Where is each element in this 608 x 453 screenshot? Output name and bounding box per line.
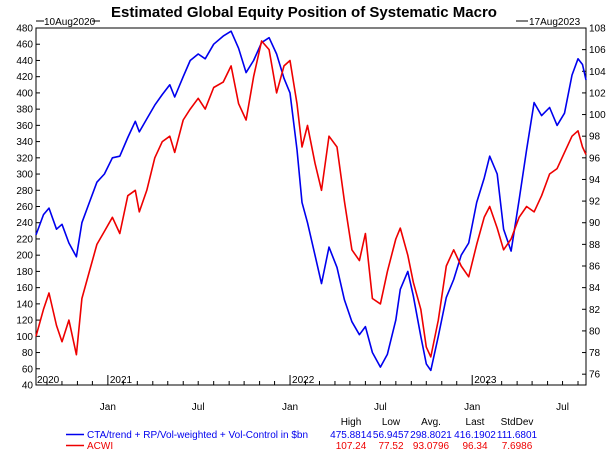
right-axis-tick-label: 82	[589, 305, 601, 316]
right-axis-tick-label: 86	[589, 262, 601, 273]
legend-stat-value: 107.24	[336, 441, 367, 452]
left-axis-tick-label: 320	[16, 153, 33, 164]
stats-header: Low	[382, 417, 401, 428]
left-axis-tick-label: 60	[22, 364, 34, 375]
month-label: Jul	[192, 402, 205, 413]
year-label: 2021	[110, 375, 133, 386]
left-axis-tick-label: 440	[16, 56, 33, 67]
month-label: Jul	[374, 402, 387, 413]
left-axis-tick-label: 220	[16, 234, 33, 245]
series-layer	[35, 30, 587, 372]
left-axis-tick-label: 80	[22, 348, 34, 359]
plot-area	[35, 27, 587, 386]
left-axis-tick-label: 180	[16, 267, 33, 278]
year-label: 2020	[37, 375, 60, 386]
year-label: 2022	[292, 375, 315, 386]
right-axis-tick-label: 88	[589, 240, 601, 251]
right-axis-tick-label: 84	[589, 283, 601, 294]
left-axis-tick-label: 260	[16, 202, 33, 213]
right-axis-tick-label: 100	[589, 110, 606, 121]
right-axis-tick-label: 92	[589, 197, 601, 208]
right-axis-tick-label: 96	[589, 153, 601, 164]
legend-stat-value: 111.6801	[497, 430, 538, 441]
month-label: Jan	[464, 402, 480, 413]
left-axis-tick-label: 280	[16, 186, 33, 197]
legend-stat-value: 77.52	[378, 441, 403, 452]
right-axis-tick-label: 94	[589, 175, 601, 186]
right-axis-tick-label: 90	[589, 218, 601, 229]
left-axis-tick-label: 100	[16, 332, 33, 343]
stats-header: Avg.	[421, 417, 441, 428]
legend-stat-value: 298.8021	[410, 430, 452, 441]
left-axis-tick-label: 240	[16, 218, 33, 229]
left-axis-tick-label: 300	[16, 170, 33, 181]
legend: High Low Avg. Last StdDev CTA/trend + RP/Vol-…	[66, 417, 538, 452]
acwi-line	[35, 40, 587, 358]
right-axis-tick-label: 78	[589, 348, 601, 359]
left-axis-tick-label: 460	[16, 40, 33, 51]
legend-stat-value: 96.34	[462, 441, 487, 452]
left-axis-tick-label: 40	[22, 381, 34, 392]
right-axis-tick-label: 104	[589, 67, 606, 78]
right-axis-tick-label: 76	[589, 370, 601, 381]
stats-header: StdDev	[501, 417, 534, 428]
legend-stat-value: 56.9457	[373, 430, 410, 441]
right-axis-tick-label: 102	[589, 88, 606, 99]
right-axis-tick-label: 98	[589, 132, 601, 143]
x-axis: 2020 2021 2022 2023 Jan Jul Jan Jul Jan Jul	[37, 375, 579, 413]
legend-stat-value: 475.8814	[330, 430, 372, 441]
left-axis-tick-label: 120	[16, 316, 33, 327]
legend-series-name: ACWI	[87, 441, 113, 452]
left-axis: 40 60 80 100 120 140 160 180 200 220 240 260 280 300 3…	[16, 24, 40, 392]
legend-stat-value: 416.1902	[454, 430, 496, 441]
legend-stat-value: 93.0796	[413, 441, 450, 452]
chart-title: Estimated Global Equity Position of Syst…	[111, 4, 497, 21]
left-axis-tick-label: 360	[16, 121, 33, 132]
right-axis-tick-label: 108	[589, 24, 606, 35]
month-label: Jan	[100, 402, 116, 413]
stats-header: Last	[466, 417, 485, 428]
right-axis: 76 78 80 82 84 86 88 90 92 94 96 98 100 102 104 106 108	[582, 24, 606, 381]
legend-series-name: CTA/trend + RP/Vol-weighted + Vol-Contro…	[87, 430, 308, 441]
left-axis-tick-label: 480	[16, 24, 33, 35]
year-label: 2023	[474, 375, 497, 386]
stats-header: High	[341, 417, 362, 428]
systematic-macro-line	[35, 30, 587, 372]
end-date-label: 17Aug2023	[529, 17, 581, 28]
right-axis-tick-label: 80	[589, 326, 601, 337]
legend-stat-value: 7.6986	[502, 441, 533, 452]
left-axis-tick-label: 160	[16, 283, 33, 294]
month-label: Jan	[282, 402, 298, 413]
start-date-label: 10Aug2020	[44, 17, 96, 28]
left-axis-tick-label: 140	[16, 299, 33, 310]
left-axis-tick-label: 340	[16, 137, 33, 148]
right-axis-tick-label: 106	[589, 45, 606, 56]
month-label: Jul	[556, 402, 569, 413]
left-axis-tick-label: 200	[16, 251, 33, 262]
left-axis-tick-label: 400	[16, 88, 33, 99]
left-axis-tick-label: 420	[16, 72, 33, 83]
left-axis-tick-label: 380	[16, 105, 33, 116]
